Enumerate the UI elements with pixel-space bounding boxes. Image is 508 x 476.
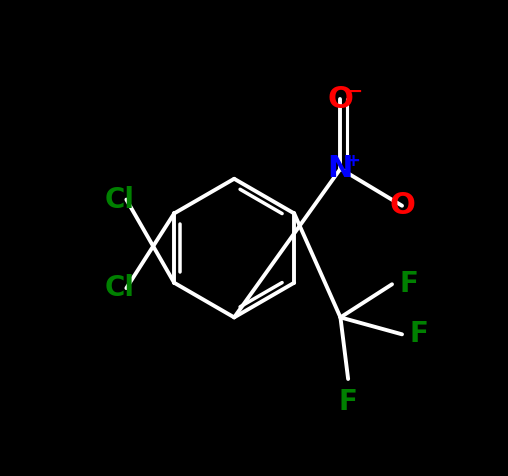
Text: F: F: [400, 270, 419, 298]
Text: F: F: [410, 320, 429, 348]
Text: Cl: Cl: [105, 186, 135, 214]
Text: +: +: [345, 152, 360, 170]
Text: F: F: [339, 388, 358, 416]
Text: −: −: [347, 83, 362, 101]
Text: O: O: [328, 85, 354, 114]
Text: Cl: Cl: [105, 274, 135, 302]
Text: N: N: [328, 154, 353, 183]
Text: O: O: [389, 191, 415, 220]
